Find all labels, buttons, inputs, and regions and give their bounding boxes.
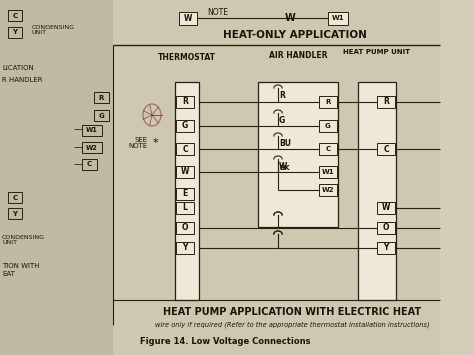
Text: Figure 14. Low Voltage Connections: Figure 14. Low Voltage Connections (140, 338, 310, 346)
FancyBboxPatch shape (82, 125, 102, 136)
FancyBboxPatch shape (8, 10, 22, 21)
Text: —: — (74, 160, 82, 169)
Text: W2: W2 (86, 144, 98, 151)
FancyBboxPatch shape (0, 0, 113, 355)
Text: Y: Y (182, 244, 188, 252)
Text: wire only if required (Refer to the appropriate thermostat installation instruct: wire only if required (Refer to the appr… (155, 322, 429, 328)
Text: LICATION: LICATION (2, 65, 34, 71)
Text: G: G (99, 113, 104, 119)
Text: C: C (87, 162, 92, 168)
Text: L: L (182, 203, 187, 213)
Text: W1: W1 (332, 16, 344, 22)
Text: C: C (326, 146, 330, 152)
Text: G: G (325, 123, 331, 129)
Text: R: R (182, 98, 188, 106)
Text: C: C (383, 144, 389, 153)
Text: E: E (182, 190, 188, 198)
FancyBboxPatch shape (319, 184, 337, 196)
Text: R HANDLER: R HANDLER (2, 77, 43, 83)
Text: G: G (182, 121, 188, 131)
Text: C: C (182, 144, 188, 153)
Text: HEAT PUMP UNIT: HEAT PUMP UNIT (344, 49, 410, 55)
Text: W1: W1 (322, 169, 334, 175)
Text: CONDENSING
UNIT: CONDENSING UNIT (32, 24, 75, 36)
Text: C: C (12, 12, 18, 18)
FancyBboxPatch shape (82, 142, 102, 153)
FancyBboxPatch shape (176, 120, 194, 132)
Text: —: — (74, 143, 82, 153)
FancyBboxPatch shape (377, 242, 395, 254)
Text: BK: BK (279, 165, 290, 171)
FancyBboxPatch shape (377, 143, 395, 155)
Text: G: G (279, 116, 285, 125)
FancyBboxPatch shape (176, 242, 194, 254)
FancyBboxPatch shape (377, 202, 395, 214)
Text: R: R (279, 91, 285, 100)
Text: —: — (74, 126, 82, 135)
FancyBboxPatch shape (176, 166, 194, 178)
Text: HEAT-ONLY APPLICATION: HEAT-ONLY APPLICATION (223, 30, 367, 40)
Text: W: W (184, 14, 192, 23)
Text: Y: Y (12, 29, 18, 36)
FancyBboxPatch shape (8, 192, 22, 203)
Text: AIR HANDLER: AIR HANDLER (269, 50, 327, 60)
Text: O: O (383, 224, 389, 233)
FancyBboxPatch shape (319, 166, 337, 178)
FancyBboxPatch shape (319, 120, 337, 132)
Text: W: W (279, 162, 287, 171)
Text: W2: W2 (322, 187, 334, 193)
Text: *: * (152, 138, 158, 148)
FancyBboxPatch shape (176, 143, 194, 155)
FancyBboxPatch shape (358, 82, 396, 300)
FancyBboxPatch shape (176, 96, 194, 108)
FancyBboxPatch shape (328, 12, 348, 25)
Text: NOTE: NOTE (208, 8, 228, 17)
FancyBboxPatch shape (377, 96, 395, 108)
Text: Y: Y (12, 211, 18, 217)
Text: R: R (99, 94, 104, 100)
Text: W: W (284, 13, 295, 23)
FancyBboxPatch shape (8, 208, 22, 219)
Text: CONDENSING
UNIT: CONDENSING UNIT (2, 235, 45, 245)
FancyBboxPatch shape (176, 188, 194, 200)
FancyBboxPatch shape (176, 202, 194, 214)
Text: TION WITH
EAT: TION WITH EAT (2, 263, 39, 277)
FancyBboxPatch shape (319, 96, 337, 108)
Text: BU: BU (279, 139, 291, 148)
FancyBboxPatch shape (176, 222, 194, 234)
FancyBboxPatch shape (377, 222, 395, 234)
FancyBboxPatch shape (175, 82, 199, 300)
FancyBboxPatch shape (82, 159, 97, 170)
Text: W1: W1 (86, 127, 98, 133)
FancyBboxPatch shape (94, 110, 109, 121)
FancyBboxPatch shape (440, 0, 474, 355)
Text: R: R (325, 99, 331, 105)
Text: O: O (182, 224, 188, 233)
FancyBboxPatch shape (8, 27, 22, 38)
Text: R: R (383, 98, 389, 106)
Text: C: C (12, 195, 18, 201)
Text: SEE
NOTE: SEE NOTE (129, 137, 148, 149)
FancyBboxPatch shape (179, 12, 197, 25)
Text: THERMOSTAT: THERMOSTAT (158, 54, 216, 62)
Text: W: W (382, 203, 390, 213)
FancyBboxPatch shape (258, 82, 338, 227)
FancyBboxPatch shape (94, 92, 109, 103)
Text: Y: Y (383, 244, 389, 252)
FancyBboxPatch shape (319, 143, 337, 155)
Text: HEAT PUMP APPLICATION WITH ELECTRIC HEAT: HEAT PUMP APPLICATION WITH ELECTRIC HEAT (163, 307, 421, 317)
Text: W: W (181, 168, 189, 176)
